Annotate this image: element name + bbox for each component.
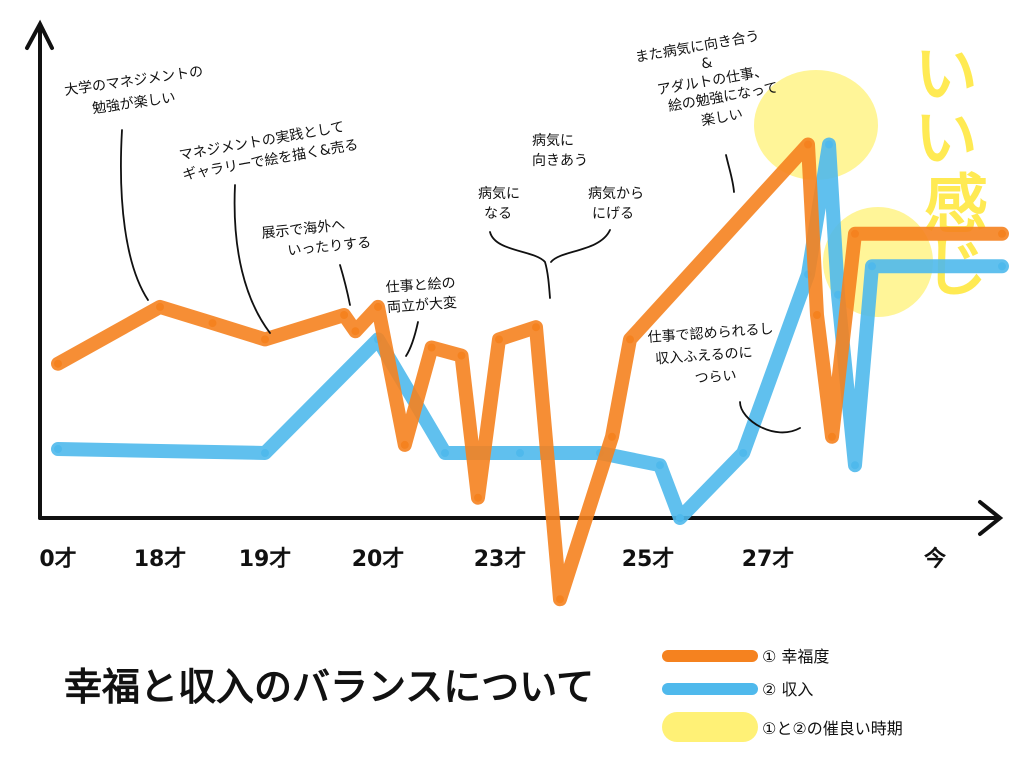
annotation-line: 楽しい bbox=[700, 106, 744, 129]
x-tick-label: 25才 bbox=[622, 546, 675, 572]
chart-title: 幸福と収入のバランスについて bbox=[64, 665, 594, 709]
x-tick-label: 19才 bbox=[239, 546, 292, 572]
happiness-point bbox=[427, 343, 436, 352]
happiness-point bbox=[374, 302, 382, 311]
annotation-line: 仕事と絵の bbox=[385, 275, 456, 296]
annotation-line: 収入ふえるのに bbox=[655, 345, 753, 368]
annotation-work-art: 仕事と絵の 両立が大変 bbox=[385, 275, 462, 316]
happiness-point bbox=[532, 323, 540, 332]
x-tick-label: 18才 bbox=[134, 546, 187, 572]
income-point bbox=[516, 449, 524, 457]
annotation-line: 病気から bbox=[588, 186, 644, 202]
big-text-ii: いい bbox=[903, 40, 977, 168]
happiness-point bbox=[340, 311, 349, 319]
happiness-point bbox=[351, 327, 360, 336]
x-tick-label: 27才 bbox=[742, 546, 795, 572]
axes bbox=[25, 19, 1004, 536]
annotation-gallery: マネジメントの実践として ギャラリーで絵を描く&売る bbox=[178, 117, 360, 183]
leader-exhibition bbox=[339, 264, 351, 306]
happiness-point bbox=[261, 335, 269, 344]
annotation-leaders bbox=[120, 129, 801, 434]
legend-label-happiness: ① 幸福度 bbox=[762, 647, 829, 666]
happiness-point bbox=[608, 432, 616, 441]
happiness-point bbox=[556, 595, 564, 604]
leader-university bbox=[120, 129, 149, 301]
happiness-point bbox=[495, 335, 503, 344]
income-point bbox=[825, 140, 833, 149]
annotation-line: & bbox=[700, 55, 714, 73]
x-tick-label: 20才 bbox=[352, 546, 405, 572]
x-tick-label: 今 bbox=[924, 546, 946, 572]
income-point bbox=[739, 449, 748, 457]
leader-adult-work bbox=[725, 154, 735, 193]
annotation-face-illness: 病気に 向きあう bbox=[532, 133, 588, 169]
happiness-point bbox=[828, 432, 836, 441]
legend-label-good-period: ①と②の催良い時期 bbox=[762, 719, 903, 738]
income-point bbox=[868, 262, 876, 271]
annotation-recognized: 仕事で認められるし 収入ふえるのに つらい bbox=[647, 321, 781, 390]
leader-work-art bbox=[405, 321, 419, 357]
annotation-line: 仕事で認められるし bbox=[647, 321, 774, 346]
income-point bbox=[998, 262, 1006, 271]
happiness-point bbox=[851, 229, 859, 238]
series-layer bbox=[51, 137, 1009, 607]
annotation-line: 両立が大変 bbox=[386, 294, 457, 316]
annotation-line: 大学のマネジメントの bbox=[63, 64, 204, 99]
annotation-line: つらい bbox=[694, 368, 737, 387]
annotation-line: 勉強が楽しい bbox=[91, 90, 176, 118]
income-point bbox=[441, 449, 449, 457]
annotation-line: いったりする bbox=[287, 235, 372, 260]
income-point bbox=[54, 445, 62, 453]
income-point bbox=[656, 461, 664, 470]
legend: ① 幸福度 ② 収入 ①と②の催良い時期 bbox=[662, 647, 903, 742]
x-tick-labels: 0才 18才 19才 20才 23才 25才 27才 今 bbox=[39, 546, 946, 572]
annotation-line: にげる bbox=[592, 206, 634, 222]
legend-swatch-good-period bbox=[662, 712, 758, 742]
annotation-line: 病気に bbox=[478, 186, 520, 202]
happiness-point bbox=[813, 311, 821, 319]
annotation-line: なる bbox=[484, 206, 512, 222]
leader-illness bbox=[489, 229, 611, 299]
income-point bbox=[676, 514, 684, 522]
legend-label-income: ② 収入 bbox=[762, 680, 813, 699]
x-tick-label: 23才 bbox=[474, 546, 527, 572]
happiness-point bbox=[626, 335, 634, 344]
happiness-point bbox=[457, 351, 466, 360]
income-point bbox=[834, 290, 842, 299]
income-point bbox=[261, 449, 269, 457]
x-axis-arrow bbox=[978, 500, 1004, 536]
leader-gallery bbox=[233, 184, 271, 334]
annotation-line: また病気に向き合う bbox=[634, 28, 761, 66]
annotation-exhibition: 展示で海外へ いったりする bbox=[261, 215, 372, 262]
leader-recognized bbox=[739, 401, 801, 434]
happiness-point bbox=[156, 302, 164, 311]
annotation-university: 大学のマネジメントの 勉強が楽しい bbox=[63, 63, 211, 121]
y-axis-arrow bbox=[25, 19, 54, 50]
annotations: 大学のマネジメントの 勉強が楽しい マネジメントの実践として ギャラリーで絵を描… bbox=[63, 28, 781, 390]
annotation-line: 向きあう bbox=[532, 153, 588, 169]
annotation-get-ill: 病気に なる bbox=[478, 186, 524, 222]
highlight-blob-upper bbox=[754, 70, 878, 180]
income-point bbox=[851, 461, 859, 470]
annotation-line: 病気に bbox=[532, 133, 574, 149]
happiness-point bbox=[804, 140, 812, 149]
annotation-escape-illness: 病気から にげる bbox=[588, 186, 648, 222]
x-tick-label: 0才 bbox=[39, 546, 76, 572]
happiness-point bbox=[208, 319, 217, 328]
happiness-point bbox=[400, 440, 409, 449]
happiness-point bbox=[54, 359, 62, 368]
happiness-point bbox=[474, 493, 482, 502]
happiness-point bbox=[998, 229, 1006, 238]
